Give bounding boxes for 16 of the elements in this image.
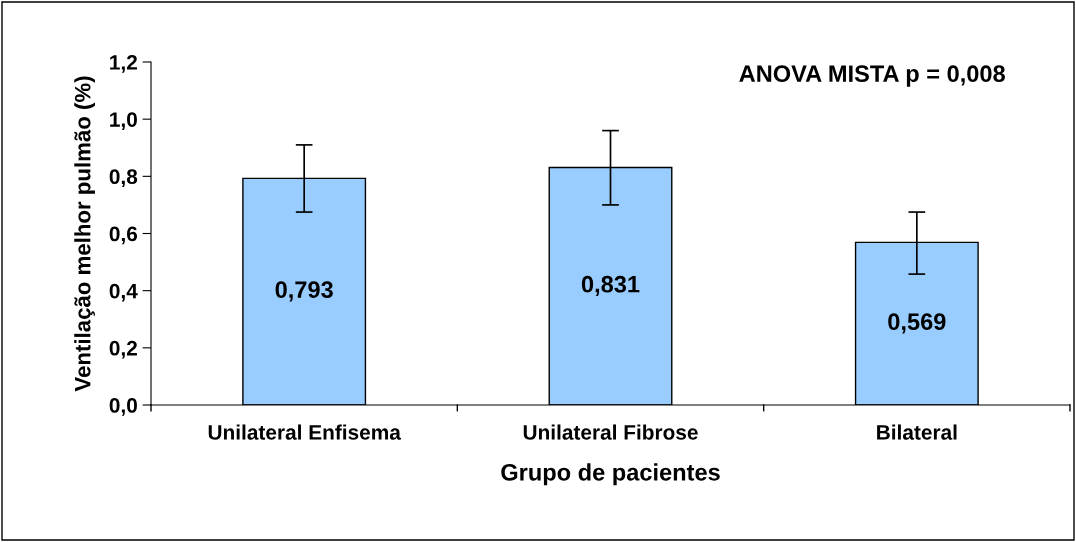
x-tick-label: Unilateral Fibrose bbox=[523, 424, 698, 440]
y-tick-label: 1,2 bbox=[110, 55, 137, 73]
y-tick-label: 0,2 bbox=[109, 340, 137, 359]
x-tick-label: Unilateral Enfisema bbox=[208, 424, 401, 440]
x-tick-label: Bilateral bbox=[877, 424, 957, 440]
y-tick-label: 1,0 bbox=[110, 112, 137, 130]
y-tick-label: 0,0 bbox=[109, 398, 137, 416]
x-axis-title: Grupo de pacientes bbox=[501, 463, 720, 486]
y-tick-label: 0,8 bbox=[109, 169, 138, 188]
data-label: 0,793 bbox=[275, 281, 333, 302]
data-label: 0,831 bbox=[581, 275, 640, 296]
y-axis-title: Ventilação melhor pulmão (%) bbox=[74, 76, 95, 392]
y-tick-label: 0,4 bbox=[109, 283, 138, 302]
annotation: ANOVA MISTA p = 0,008 bbox=[739, 65, 1005, 87]
data-label: 0,569 bbox=[888, 313, 946, 334]
y-tick-label: 0,6 bbox=[109, 226, 138, 245]
